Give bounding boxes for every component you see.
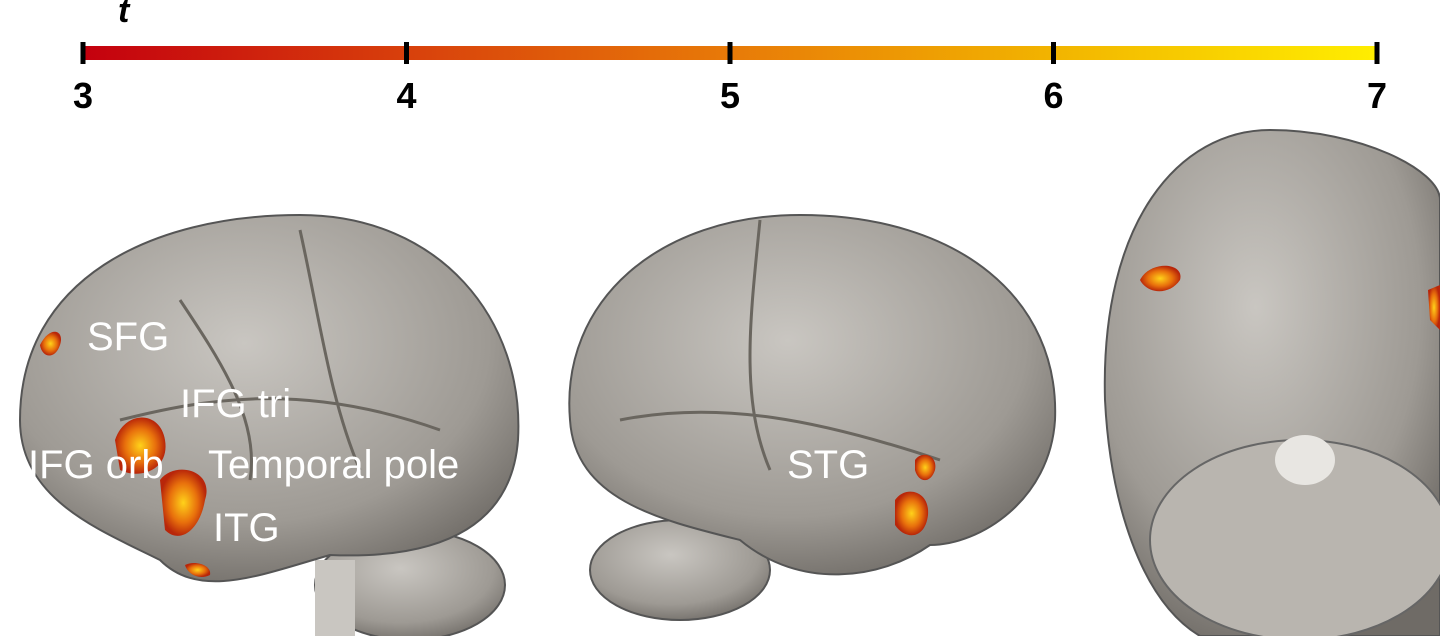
- tick-label: 4: [396, 75, 416, 116]
- tick-label: 6: [1043, 75, 1063, 116]
- region-label: IFG tri: [180, 382, 291, 426]
- region-label: SFG: [87, 315, 169, 359]
- region-label: IFG orb: [28, 443, 164, 487]
- brain-ventral: [1105, 130, 1440, 636]
- tick-label: 5: [720, 75, 740, 116]
- region-label: ITG: [213, 506, 280, 550]
- brain-lateral-right: [569, 215, 1055, 620]
- figure: t 3 4 5 6 7 SFG IFG tri IFG orb Temporal pol…: [0, 0, 1440, 636]
- region-label: Temporal pole: [208, 443, 459, 487]
- tick-label: 7: [1367, 75, 1387, 116]
- region-label: STG: [787, 443, 869, 487]
- colorbar-label: t: [118, 0, 131, 30]
- tick-label: 3: [73, 75, 93, 116]
